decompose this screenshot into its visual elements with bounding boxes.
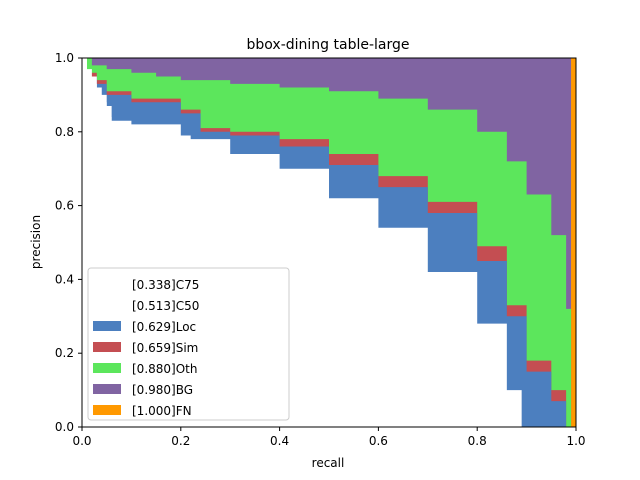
legend-frame: [87, 267, 290, 421]
x-tick-label: 0.4: [270, 434, 289, 448]
y-tick-label: 0.0: [55, 420, 74, 434]
y-axis-label: precision: [29, 215, 43, 269]
legend-swatch: [93, 300, 121, 310]
y-axis: 0.0 0.2 0.4 0.6 0.8 1.0: [55, 51, 82, 434]
y-tick-label: 0.6: [55, 199, 74, 213]
x-tick-label: 0.2: [171, 434, 190, 448]
legend-label: [0.980]BG: [132, 383, 193, 397]
legend-swatch: [93, 405, 121, 415]
legend-label: [0.513]C50: [132, 299, 199, 313]
legend-swatch: [93, 384, 121, 394]
chart-title: bbox-dining table-large: [247, 37, 410, 53]
legend-swatch: [93, 363, 121, 373]
y-tick-label: 0.2: [55, 346, 74, 360]
legend-swatch: [93, 321, 121, 331]
legend-label: [1.000]FN: [132, 404, 192, 418]
x-axis: 0.0 0.2 0.4 0.6 0.8 1.0: [72, 427, 586, 448]
x-tick-label: 0.0: [72, 434, 91, 448]
legend-label: [0.338]C75: [132, 278, 199, 292]
x-axis-label: recall: [312, 456, 345, 470]
legend: [0.338]C75 [0.513]C50 [0.629]Loc [0.659]Sim…: [87, 267, 290, 421]
y-tick-label: 0.8: [55, 125, 74, 139]
y-tick-label: 1.0: [55, 51, 74, 65]
legend-label: [0.629]Loc: [132, 320, 196, 334]
y-tick-label: 0.4: [55, 272, 74, 286]
legend-label: [0.880]Oth: [132, 362, 197, 376]
plot-frame: [81, 57, 577, 428]
legend-swatch: [93, 279, 121, 289]
x-tick-label: 0.8: [468, 434, 487, 448]
x-tick-label: 0.6: [369, 434, 388, 448]
legend-label: [0.659]Sim: [132, 341, 198, 355]
legend-swatch: [93, 342, 121, 352]
x-tick-label: 1.0: [566, 434, 585, 448]
